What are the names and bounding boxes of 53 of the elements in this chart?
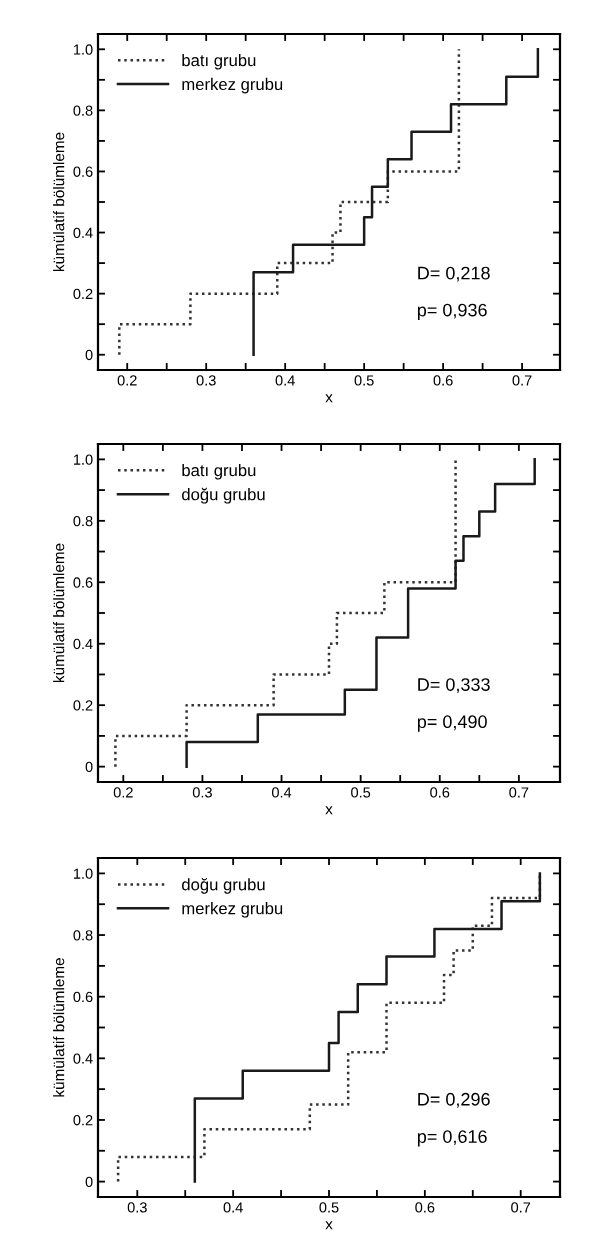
x-tick-label: 0.4 [275,375,295,386]
y-tick-label: 0.2 [73,288,93,300]
y-tick-label: 1.0 [73,868,93,879]
x-tick-label: 0.3 [192,787,212,798]
x-tick-label: 0.6 [415,1202,435,1213]
x-axis-title: x [325,394,333,403]
x-tick-label: 0.5 [319,1202,339,1213]
x-tick-label: 0.2 [117,375,137,386]
legend-label: doğu grubu [182,878,265,894]
x-tick-label: 0.7 [512,375,532,386]
legend-label: merkez grubu [182,77,283,94]
y-axis-title: kümülatif bölümleme [53,958,65,1097]
annotation: p= 0,490 [417,715,487,732]
y-tick-label: 0.4 [73,638,93,650]
y-tick-label: 0 [85,349,93,361]
y-tick-label: 0 [85,1176,93,1188]
x-tick-label: 0.3 [196,375,216,386]
x-tick-label: 0.5 [351,787,371,798]
x-tick-label: 0.7 [511,1202,531,1213]
annotation: D= 0,333 [418,678,490,694]
legend-label: batı grubu [182,464,256,480]
x-tick-label: 0.2 [113,787,133,798]
x-tick-label: 0.3 [127,1202,147,1213]
y-tick-label: 0.6 [73,577,93,588]
y-tick-label: 0.8 [73,515,93,527]
x-axis-title: x [325,806,333,815]
x-tick-label: 0.6 [433,375,453,386]
annotation: p= 0,936 [417,303,487,320]
legend-label: batı grubu [182,54,256,70]
y-tick-label: 1.0 [73,44,93,55]
y-axis-title: kümülatif bölümleme [53,132,65,272]
x-tick-label: 0.6 [430,787,450,798]
y-tick-label: 0.8 [73,105,93,116]
x-tick-label: 0.4 [271,787,292,798]
x-tick-label: 0.7 [509,787,529,798]
x-axis-title: x [325,1221,333,1230]
annotation: D= 0,296 [418,1092,490,1108]
legend-label: merkez grubu [182,902,283,918]
y-tick-label: 0.6 [73,991,93,1003]
y-tick-label: 0.8 [73,930,93,941]
x-tick-label: 0.4 [223,1202,243,1213]
y-axis-title: kümülatif bölümleme [53,543,65,683]
y-tick-label: 0.4 [73,1053,93,1064]
y-tick-label: 0.2 [73,1115,93,1126]
x-tick-label: 0.5 [354,375,374,386]
y-tick-label: 1.0 [73,454,93,465]
y-tick-label: 0 [85,761,93,773]
annotation: D= 0,218 [418,266,490,282]
y-tick-label: 0.4 [73,227,93,238]
y-tick-label: 0.6 [73,166,93,177]
y-tick-label: 0.2 [73,700,93,711]
legend-label: doğu grubu [182,487,265,504]
annotation: p= 0,616 [417,1130,487,1147]
